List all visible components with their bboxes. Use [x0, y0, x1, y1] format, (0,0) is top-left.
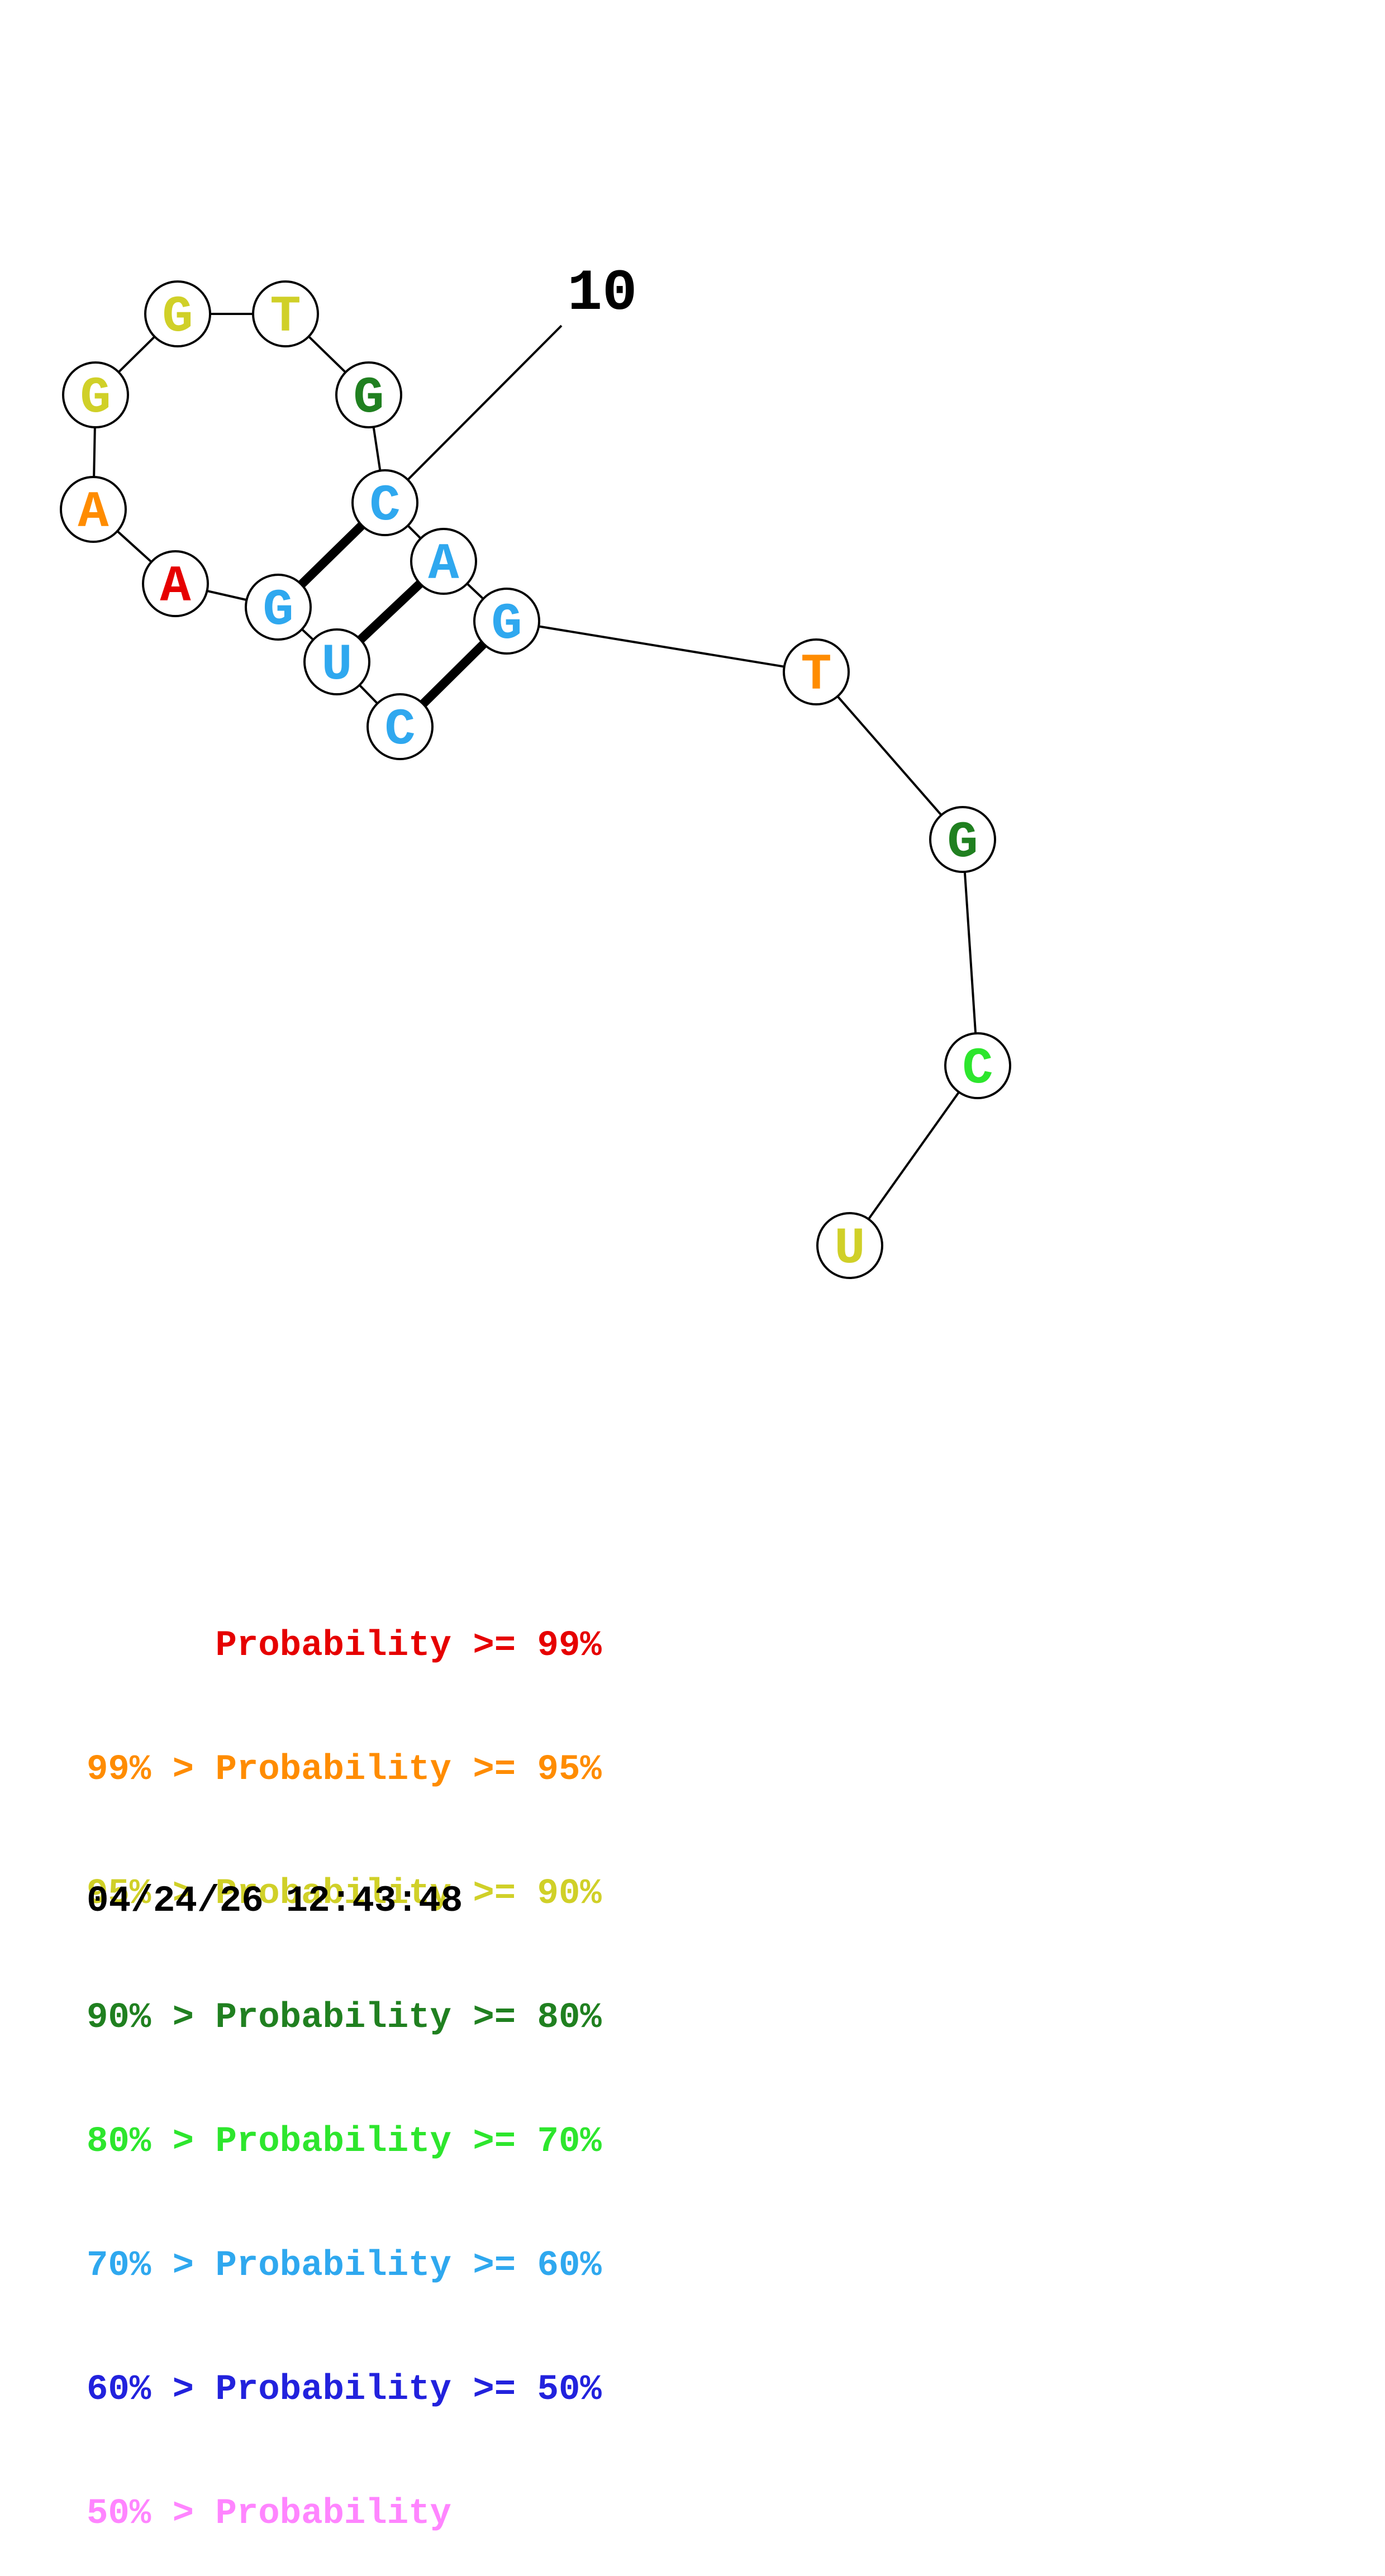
nucleotide-letter: A — [428, 535, 459, 594]
nucleotide-circle — [783, 638, 850, 705]
nucleotide-circle — [473, 588, 540, 655]
nucleotide-circle — [351, 469, 418, 536]
nucleotide-letter: A — [78, 483, 109, 542]
number-label-pointer-line — [384, 325, 563, 504]
nucleotide-letter: U — [321, 636, 352, 694]
nucleotide-circle — [410, 528, 477, 595]
nucleotide-circle — [929, 806, 996, 873]
nucleotide-letter: G — [353, 369, 384, 427]
nucleotide-circle — [335, 361, 402, 428]
legend-item: 70% > Probability >= 60% — [87, 2246, 602, 2286]
nucleotide-letter: G — [162, 288, 193, 346]
nucleotide-circle — [816, 1212, 883, 1279]
nucleotide-circle — [60, 476, 127, 543]
nucleotide-number-label: 10 — [568, 261, 637, 327]
nucleotide-circle — [144, 280, 211, 347]
nucleotide-circle — [245, 574, 312, 641]
nucleotide-letter: T — [801, 646, 831, 704]
legend-item: 95% > Probability >= 90% — [87, 1874, 602, 1914]
nucleotide-letter: A — [160, 557, 191, 616]
nucleotide-letter: C — [962, 1039, 993, 1098]
nucleotide-circle — [944, 1032, 1011, 1099]
nucleotide-circle — [367, 693, 434, 760]
backbone-bond — [815, 671, 964, 841]
backbone-bond — [849, 1065, 979, 1247]
nucleotide-circle — [62, 361, 129, 428]
probability-legend: Probability >= 99% 99% > Probability >= … — [87, 1543, 602, 2576]
nucleotide-letter: G — [491, 595, 522, 653]
legend-item: 90% > Probability >= 80% — [87, 1998, 602, 2038]
nucleotide-circle — [142, 550, 209, 617]
nucleotide-letter: G — [263, 581, 293, 640]
nucleotide-letter: C — [384, 700, 415, 759]
nucleotide-letter: G — [947, 813, 978, 872]
backbone-bond — [506, 620, 817, 673]
nucleotide-letter: G — [80, 369, 111, 427]
legend-item: 60% > Probability >= 50% — [87, 2370, 602, 2410]
legend-item: 80% > Probability >= 70% — [87, 2122, 602, 2162]
nucleotide-circle — [303, 628, 370, 695]
nucleotide-circle — [252, 280, 319, 347]
legend-item: Probability >= 99% — [87, 1626, 602, 1666]
nucleotide-letter: U — [834, 1219, 865, 1278]
timestamp: 04/24/26 12:43:48 — [87, 1880, 463, 1922]
backbone-bond — [962, 839, 979, 1066]
nucleotide-letter: C — [369, 476, 400, 535]
legend-item: 99% > Probability >= 95% — [87, 1750, 602, 1790]
legend-item: 50% > Probability — [87, 2494, 451, 2534]
nucleotide-letter: T — [270, 288, 301, 346]
